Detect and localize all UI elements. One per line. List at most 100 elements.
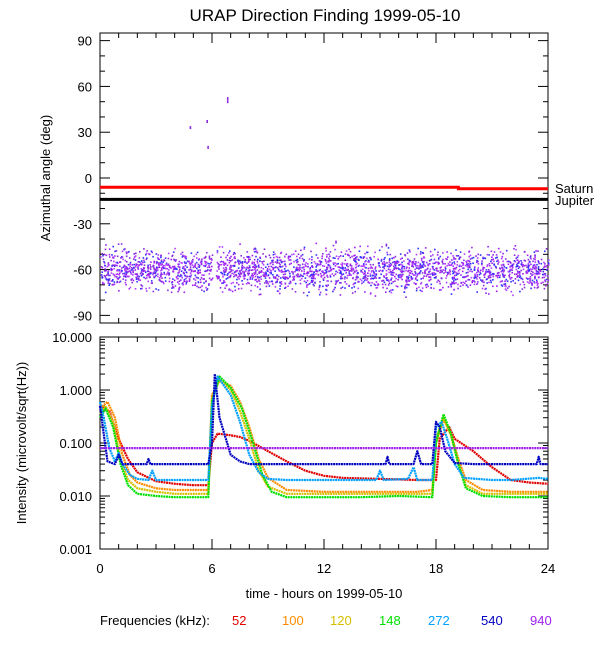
scatter-point — [136, 273, 138, 276]
scatter-point — [129, 265, 131, 268]
scatter-point — [419, 289, 422, 292]
scatter-point — [276, 259, 279, 261]
scatter-point — [247, 261, 250, 263]
scatter-point — [253, 266, 256, 269]
scatter-point — [386, 277, 388, 279]
scatter-point — [150, 280, 153, 282]
scatter-point — [360, 279, 363, 282]
bottom-ytick-label: 0.010 — [59, 489, 92, 504]
scatter-point — [179, 274, 182, 276]
scatter-point — [217, 263, 219, 265]
scatter-point — [223, 271, 226, 274]
scatter-point — [389, 262, 392, 265]
scatter-point — [233, 256, 236, 258]
scatter-point — [480, 279, 482, 281]
scatter-point — [415, 289, 418, 292]
scatter-point — [105, 244, 107, 246]
scatter-point — [414, 271, 416, 273]
scatter-point — [299, 264, 301, 266]
scatter-point — [474, 273, 476, 276]
scatter-point — [239, 260, 241, 263]
scatter-point — [335, 255, 338, 257]
scatter-point — [496, 285, 498, 287]
scatter-point — [221, 291, 224, 293]
scatter-point — [405, 269, 407, 272]
scatter-point — [126, 275, 128, 278]
scatter-point — [487, 270, 489, 273]
scatter-point — [237, 283, 240, 286]
scatter-point — [379, 277, 381, 279]
scatter-point — [385, 277, 387, 280]
scatter-point — [260, 270, 263, 272]
scatter-point — [492, 285, 494, 288]
scatter-point — [483, 257, 486, 259]
scatter-point — [327, 264, 329, 266]
scatter-point — [240, 261, 242, 264]
scatter-point — [485, 271, 487, 273]
scatter-point — [354, 254, 356, 257]
legend-title: Frequencies (kHz): — [100, 613, 210, 628]
scatter-point — [129, 261, 132, 264]
scatter-point — [198, 258, 201, 260]
scatter-point — [219, 279, 222, 282]
scatter-outlier — [335, 240, 337, 244]
scatter-point — [149, 276, 151, 278]
scatter-point — [507, 263, 510, 266]
scatter-point — [346, 264, 348, 267]
scatter-point — [391, 274, 393, 276]
scatter-point — [510, 262, 512, 264]
scatter-point — [437, 261, 439, 264]
scatter-point — [407, 270, 409, 273]
scatter-point — [216, 251, 219, 254]
scatter-point — [130, 269, 133, 271]
scatter-point — [203, 278, 205, 280]
scatter-point — [536, 287, 539, 289]
scatter-point — [530, 270, 533, 272]
scatter-point — [110, 259, 112, 262]
scatter-point — [258, 270, 261, 273]
scatter-point — [320, 276, 323, 278]
scatter-point — [489, 273, 491, 275]
scatter-point — [450, 252, 452, 255]
scatter-point — [547, 275, 549, 278]
scatter-point — [416, 273, 419, 275]
scatter-point — [352, 267, 354, 270]
scatter-point — [168, 272, 171, 274]
scatter-point — [478, 277, 481, 279]
scatter-point — [431, 265, 434, 268]
scatter-point — [117, 278, 119, 280]
scatter-point — [444, 268, 447, 270]
scatter-point — [259, 283, 261, 285]
scatter-point — [367, 245, 369, 248]
scatter-point — [484, 288, 486, 291]
scatter-point — [452, 255, 454, 257]
scatter-point — [173, 279, 176, 282]
scatter-point — [417, 267, 419, 269]
scatter-point — [247, 281, 249, 284]
scatter-point — [224, 273, 226, 276]
scatter-point — [446, 264, 448, 267]
scatter-point — [271, 283, 274, 285]
scatter-point — [146, 273, 149, 276]
scatter-point — [303, 259, 305, 261]
scatter-point — [517, 272, 519, 274]
scatter-point — [462, 262, 465, 265]
scatter-point — [278, 292, 281, 295]
scatter-point — [535, 266, 537, 268]
scatter-point — [195, 261, 198, 264]
scatter-point — [164, 264, 166, 267]
scatter-point — [291, 253, 293, 256]
scatter-point — [222, 261, 225, 264]
scatter-point — [132, 274, 134, 276]
scatter-point — [347, 254, 349, 256]
scatter-point — [226, 264, 229, 267]
scatter-point — [454, 258, 457, 260]
scatter-point — [185, 281, 188, 284]
scatter-point — [501, 285, 504, 287]
scatter-point — [536, 272, 539, 275]
scatter-point — [379, 266, 381, 268]
scatter-point — [341, 274, 343, 276]
scatter-point — [544, 263, 546, 265]
scatter-point — [298, 269, 300, 272]
bottom-ytick-label: 0.001 — [59, 542, 92, 557]
